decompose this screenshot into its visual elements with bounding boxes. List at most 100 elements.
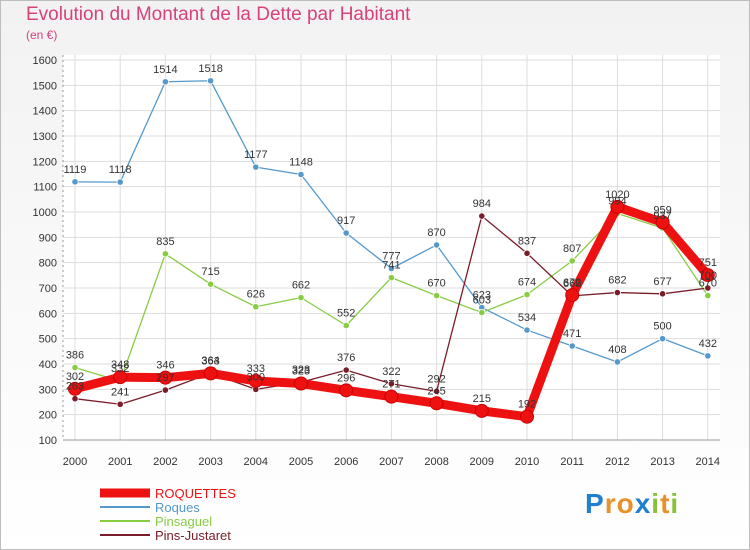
data-label: 432 bbox=[699, 338, 717, 350]
data-point bbox=[478, 212, 486, 220]
data-point bbox=[71, 395, 79, 403]
data-point bbox=[613, 358, 622, 366]
data-label: 603 bbox=[473, 295, 491, 307]
logo-letter: o bbox=[616, 488, 635, 519]
data-label: 500 bbox=[653, 321, 671, 333]
data-label: 1514 bbox=[153, 64, 177, 76]
data-point bbox=[161, 386, 169, 394]
y-tick-label: 1500 bbox=[33, 80, 57, 92]
data-point bbox=[203, 366, 218, 381]
x-tick-label: 2000 bbox=[63, 456, 87, 468]
data-point bbox=[387, 380, 395, 388]
data-point bbox=[297, 170, 305, 179]
data-label: 300 bbox=[247, 371, 265, 383]
logo-letter: r bbox=[604, 488, 617, 519]
data-label: 333 bbox=[247, 363, 265, 375]
data-point bbox=[658, 290, 667, 298]
data-point bbox=[658, 335, 667, 343]
data-label: 677 bbox=[653, 276, 671, 288]
data-label: 937 bbox=[653, 210, 671, 222]
logo-letter: t bbox=[660, 488, 671, 519]
legend-entry: Roques bbox=[155, 500, 200, 515]
data-point bbox=[478, 308, 486, 317]
y-tick-label: 1000 bbox=[33, 207, 57, 219]
data-point bbox=[523, 290, 531, 299]
data-label: 364 bbox=[201, 355, 219, 367]
data-label: 662 bbox=[292, 280, 310, 292]
data-label: 1119 bbox=[64, 164, 87, 176]
legend-entry: ROQUETTES bbox=[155, 486, 236, 501]
data-label: 870 bbox=[427, 227, 445, 239]
data-label: 1118 bbox=[109, 164, 132, 176]
data-label: 363 bbox=[201, 355, 219, 367]
data-point bbox=[432, 387, 441, 395]
data-point bbox=[252, 163, 260, 171]
data-point bbox=[655, 215, 670, 230]
data-point bbox=[474, 403, 489, 418]
data-label: 215 bbox=[473, 393, 491, 405]
x-tick-label: 2007 bbox=[379, 456, 403, 468]
y-tick-label: 1600 bbox=[33, 55, 57, 67]
data-label: 271 bbox=[382, 379, 400, 391]
data-label: 323 bbox=[292, 366, 310, 378]
data-point bbox=[71, 178, 79, 186]
data-label: 626 bbox=[247, 289, 265, 301]
data-point bbox=[158, 370, 173, 385]
y-tick-label: 400 bbox=[39, 359, 57, 371]
chart-title: Evolution du Montant de la Dette par Hab… bbox=[26, 4, 411, 25]
data-point bbox=[704, 352, 712, 360]
data-point bbox=[342, 229, 350, 237]
data-point bbox=[161, 250, 169, 258]
data-label: 669 bbox=[563, 278, 581, 290]
y-tick-label: 100 bbox=[39, 435, 57, 447]
data-point bbox=[384, 389, 399, 404]
data-label: 674 bbox=[518, 277, 536, 289]
y-tick-label: 300 bbox=[39, 384, 57, 396]
x-tick-label: 2002 bbox=[153, 456, 177, 468]
data-point bbox=[248, 373, 263, 388]
x-tick-label: 2011 bbox=[560, 456, 584, 468]
logo-letter: P bbox=[585, 488, 605, 519]
data-label: 715 bbox=[201, 266, 219, 278]
data-label: 322 bbox=[382, 366, 400, 378]
data-point bbox=[704, 291, 712, 300]
legend-entry: Pinsaguel bbox=[155, 514, 212, 529]
data-point bbox=[71, 363, 79, 372]
data-label: 984 bbox=[473, 198, 491, 210]
data-point bbox=[116, 178, 124, 186]
data-label: 1177 bbox=[244, 149, 268, 161]
y-tick-label: 1100 bbox=[33, 182, 57, 194]
data-label: 751 bbox=[699, 257, 717, 269]
data-label: 292 bbox=[427, 373, 445, 385]
data-point bbox=[161, 78, 169, 86]
data-point bbox=[339, 383, 354, 398]
data-label: 297 bbox=[156, 372, 174, 384]
data-point bbox=[387, 264, 395, 273]
data-label: 807 bbox=[563, 243, 581, 255]
data-point bbox=[68, 381, 82, 396]
x-tick-label: 2006 bbox=[334, 456, 358, 468]
x-tick-label: 2012 bbox=[605, 456, 629, 468]
data-point bbox=[116, 400, 124, 408]
data-label: 777 bbox=[382, 250, 400, 262]
data-label: 302 bbox=[66, 371, 84, 383]
data-label: 241 bbox=[111, 386, 129, 398]
data-label: 408 bbox=[608, 344, 626, 356]
data-label: 552 bbox=[337, 307, 355, 319]
data-label: 263 bbox=[66, 381, 84, 393]
y-tick-label: 1400 bbox=[33, 106, 57, 118]
data-point bbox=[520, 409, 534, 424]
data-label: 1148 bbox=[289, 157, 313, 169]
data-label: 700 bbox=[699, 270, 717, 282]
x-tick-label: 2010 bbox=[515, 456, 539, 468]
data-point bbox=[523, 326, 531, 334]
data-label: 670 bbox=[427, 278, 445, 290]
x-tick-label: 2013 bbox=[650, 456, 674, 468]
logo-letter: i bbox=[651, 488, 661, 519]
data-label: 994 bbox=[608, 196, 626, 208]
data-label: 471 bbox=[563, 328, 581, 340]
y-tick-label: 200 bbox=[39, 410, 57, 422]
data-label: 835 bbox=[156, 236, 174, 248]
logo-letter: x bbox=[634, 488, 652, 519]
data-point bbox=[704, 284, 712, 292]
